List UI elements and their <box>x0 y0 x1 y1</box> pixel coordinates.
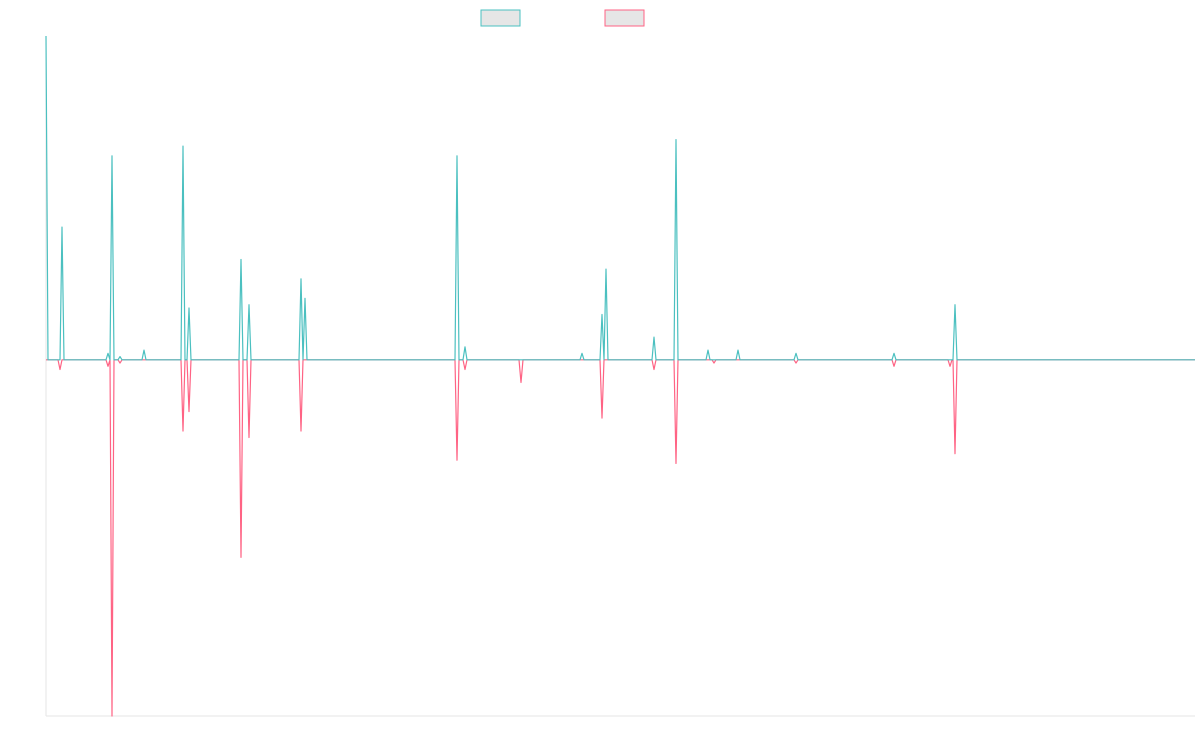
legend-swatch[interactable] <box>604 9 645 27</box>
series-line <box>46 359 1195 717</box>
legend-swatch[interactable] <box>480 9 521 27</box>
series-line <box>45 35 1195 361</box>
